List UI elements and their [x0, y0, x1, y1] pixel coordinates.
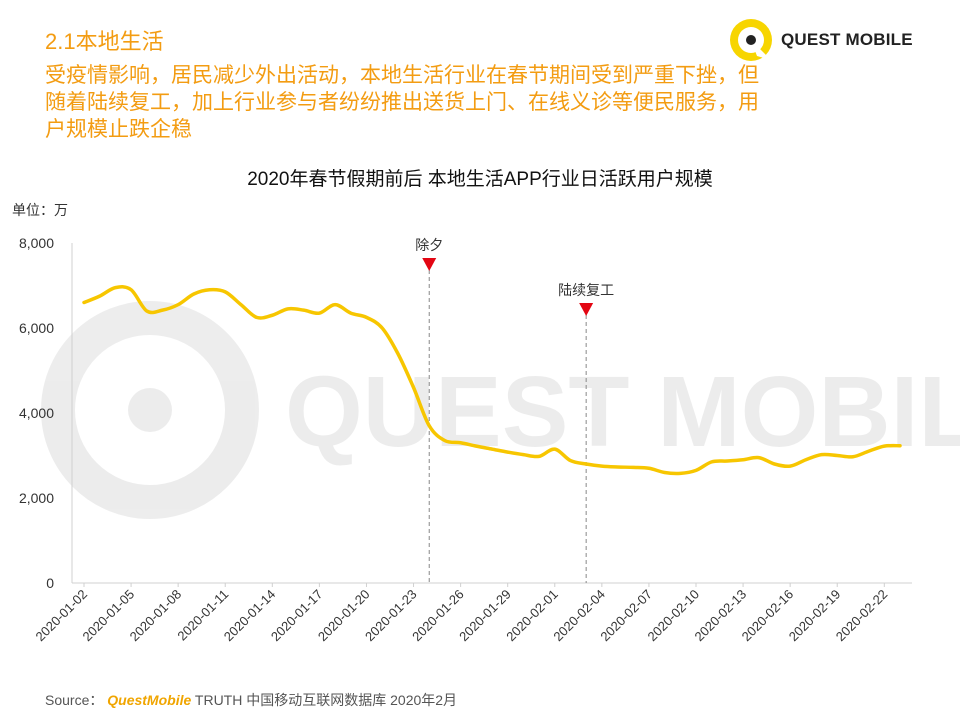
source-text: TRUTH 中国移动互联网数据库 2020年2月: [194, 692, 458, 708]
y-tick-label: 0: [46, 575, 54, 591]
chart-title: 2020年春节假期前后 本地生活APP行业日活跃用户规模: [247, 169, 713, 190]
unit-label: 单位：万: [12, 202, 68, 218]
watermark-text: QUEST MOBILE: [285, 356, 960, 468]
y-tick-label: 2,000: [19, 490, 54, 506]
source-prefix: Source：: [45, 692, 104, 708]
x-tick-label: 2020-02-22: [833, 587, 891, 645]
watermark-dot: [128, 388, 172, 432]
annotation-label: 除夕: [415, 237, 443, 253]
annotation-marker: [422, 258, 437, 271]
logo-icon: [730, 19, 772, 61]
source-brand: QuestMobile: [107, 692, 192, 708]
section-title: 2.1本地生活: [45, 29, 164, 54]
source-note: Source： QuestMobile TRUTH 中国移动互联网数据库 202…: [45, 690, 457, 710]
watermark-logo: [41, 301, 259, 519]
quest-mobile-logo: QUEST MOBILE: [727, 16, 913, 64]
y-tick-label: 4,000: [19, 405, 54, 421]
watermark-ring: [41, 301, 259, 519]
y-tick-label: 6,000: [19, 320, 54, 336]
headline: 受疫情影响，居民减少外出活动，本地生活行业在春节期间受到严重下挫，但随着陆续复工…: [45, 64, 759, 141]
y-tick-label: 8,000: [19, 235, 54, 251]
annotation-marker: [579, 303, 594, 316]
annotation-label: 陆续复工: [558, 282, 614, 298]
logo-text: QUEST MOBILE: [781, 30, 913, 49]
